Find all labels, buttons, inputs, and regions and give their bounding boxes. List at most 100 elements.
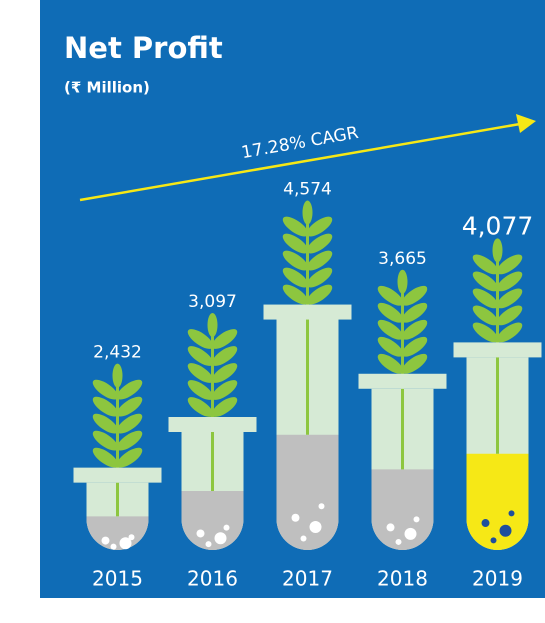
chart-title: Net Profit xyxy=(64,31,223,65)
bubble xyxy=(490,537,497,544)
plant-leaf xyxy=(187,363,214,383)
plant-leaf xyxy=(116,413,143,434)
tube-rim xyxy=(168,417,257,433)
plant-leaf xyxy=(187,329,214,349)
tube-liquid xyxy=(371,469,434,550)
value-label: 3,665 xyxy=(378,249,427,269)
plant-leaf xyxy=(401,285,428,306)
plant-leaf xyxy=(496,254,523,275)
bubble xyxy=(481,519,490,528)
bubble xyxy=(223,524,230,531)
plant-leaf xyxy=(377,336,404,357)
x-tick-label: 2019 xyxy=(472,567,523,591)
x-tick-label: 2015 xyxy=(92,567,143,591)
plant-leaf xyxy=(207,313,218,338)
plant-leaf xyxy=(472,288,499,309)
plant-leaf xyxy=(92,413,119,434)
plant xyxy=(92,363,143,513)
plant-leaf xyxy=(306,233,333,254)
plant xyxy=(187,313,238,486)
tube-rim xyxy=(453,342,542,358)
plant-leaf xyxy=(92,396,119,417)
bubble xyxy=(318,503,325,510)
plant-leaf xyxy=(377,319,404,340)
bubble xyxy=(205,541,212,548)
plant-leaf xyxy=(282,216,309,237)
plant-leaf xyxy=(116,379,143,400)
plant-leaf xyxy=(112,363,123,388)
plant-leaf xyxy=(187,380,214,400)
plant-leaf xyxy=(472,254,499,275)
plant-leaf xyxy=(496,271,523,292)
plant-leaf xyxy=(306,216,333,237)
tube-liquid xyxy=(276,434,339,550)
bubble xyxy=(499,524,512,537)
tube-rim xyxy=(73,467,162,483)
plant-leaf xyxy=(116,447,143,468)
bubble xyxy=(128,534,135,541)
plant-leaf xyxy=(211,346,238,366)
bubble xyxy=(119,537,132,550)
plant-leaf xyxy=(397,269,408,294)
cagr-arrow xyxy=(79,122,521,202)
plant-leaf xyxy=(92,430,119,451)
plant-leaf xyxy=(306,250,333,271)
bubble xyxy=(413,516,420,523)
value-label: 3,097 xyxy=(188,292,237,312)
plant-leaf xyxy=(401,353,428,374)
plant xyxy=(472,238,523,445)
x-tick-label: 2018 xyxy=(377,567,428,591)
tube-rim xyxy=(263,304,352,320)
arrow-head xyxy=(516,114,536,133)
plant-leaf xyxy=(282,284,309,305)
bubble xyxy=(101,536,110,545)
plant-leaf xyxy=(116,430,143,451)
plant-leaf xyxy=(377,285,404,306)
bubble xyxy=(309,520,322,533)
plant-leaf xyxy=(377,353,404,374)
tube-liquid xyxy=(466,453,529,550)
bubble xyxy=(291,513,300,522)
bubble xyxy=(395,538,402,545)
plant-leaf xyxy=(492,238,503,263)
plant-leaf xyxy=(496,322,523,343)
plant-leaf xyxy=(92,379,119,400)
bubble xyxy=(404,527,417,540)
plant-leaf xyxy=(401,302,428,323)
plant-leaf xyxy=(211,380,238,400)
plant-leaf xyxy=(302,200,313,225)
value-label: 4,077 xyxy=(462,211,534,240)
plant-leaf xyxy=(116,396,143,417)
plant-leaf xyxy=(496,288,523,309)
bubble xyxy=(214,532,227,545)
x-tick-label: 2017 xyxy=(282,567,333,591)
value-label: 2,432 xyxy=(93,343,142,363)
plant-leaf xyxy=(472,305,499,326)
tube-rim xyxy=(358,373,447,389)
plant-leaf xyxy=(377,302,404,323)
plant-leaf xyxy=(306,284,333,305)
plant-leaf xyxy=(282,250,309,271)
value-label: 4,574 xyxy=(283,180,332,200)
plant-leaf xyxy=(211,397,238,417)
plant-leaf xyxy=(401,336,428,357)
plant-leaf xyxy=(306,267,333,288)
bubble xyxy=(110,543,117,550)
chart-subtitle: (₹ Million) xyxy=(64,79,150,97)
plant-leaf xyxy=(496,305,523,326)
bubble xyxy=(196,529,205,538)
plant-leaf xyxy=(92,447,119,468)
bubble xyxy=(508,510,515,517)
plant-leaf xyxy=(187,346,214,366)
plant-leaf xyxy=(401,319,428,340)
plant-leaf xyxy=(282,267,309,288)
plant-leaf xyxy=(282,233,309,254)
bubble xyxy=(386,523,395,532)
x-tick-label: 2016 xyxy=(187,567,238,591)
bubble xyxy=(300,535,307,542)
plant-leaf xyxy=(211,329,238,349)
plant-leaf xyxy=(211,363,238,383)
plant-leaf xyxy=(187,397,214,417)
plant-leaf xyxy=(472,271,499,292)
plant-leaf xyxy=(472,322,499,343)
